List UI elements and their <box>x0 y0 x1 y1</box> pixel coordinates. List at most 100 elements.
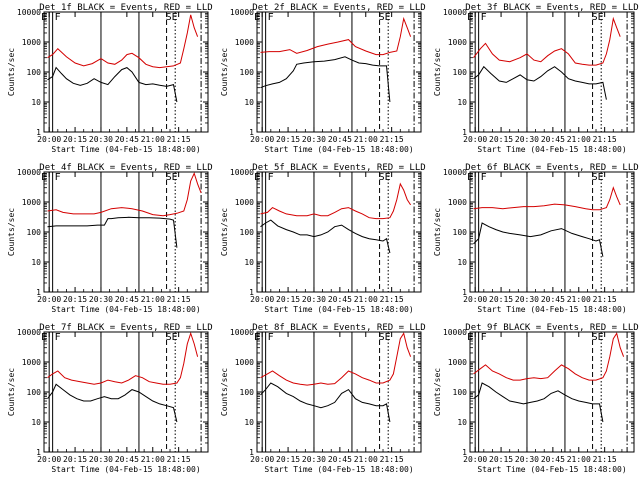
marker-label-f: F <box>55 332 61 343</box>
panel-title: Det 2f BLACK = Events, RED = LLD <box>252 3 425 13</box>
y-tick-label: 100 <box>453 388 468 397</box>
x-tick-label: 20:15 <box>489 135 513 144</box>
y-tick-label: 10 <box>457 418 467 427</box>
x-tick-label: 20:15 <box>489 295 513 304</box>
x-tick-label: 20:45 <box>115 295 139 304</box>
x-tick-label: 20:45 <box>328 135 352 144</box>
x-tick-label: 20:00 <box>463 455 487 464</box>
y-tick-label: 1 <box>36 128 41 137</box>
x-tick-label: 20:30 <box>515 455 539 464</box>
marker-label-f: F <box>268 332 274 343</box>
y-tick-label: 10 <box>244 418 254 427</box>
y-tick-label: 1 <box>249 288 254 297</box>
y-tick-label: 1 <box>249 128 254 137</box>
y-tick-label: 1000 <box>235 38 254 47</box>
events-series-line <box>260 382 391 423</box>
y-tick-label: 100 <box>27 68 42 77</box>
events-series-line <box>47 216 178 248</box>
plot-frame <box>256 11 422 133</box>
y-tick-label: 10 <box>31 418 41 427</box>
y-axis-label: Counts/sec <box>220 48 229 96</box>
panel-title: Det 9f BLACK = Events, RED = LLD <box>465 323 638 333</box>
y-tick-label: 1000 <box>22 198 41 207</box>
y-tick-label: 100 <box>240 388 255 397</box>
y-axis-label: Counts/sec <box>7 48 16 96</box>
y-axis-label: Counts/sec <box>433 48 442 96</box>
marker-label-f: F <box>481 12 487 23</box>
marker-label-f: F <box>481 172 487 183</box>
events-series-line <box>473 382 604 423</box>
marker-label-se: SE <box>592 172 604 183</box>
detector-panel-2: Det 2f BLACK = Events, RED = LLD 1 10 100 10… <box>220 3 426 154</box>
detector-panel-3: Det 3f BLACK = Events, RED = LLD 1 10 100 10… <box>433 3 639 154</box>
y-tick-label: 10 <box>31 98 41 107</box>
x-tick-label: 21:00 <box>567 295 591 304</box>
y-tick-label: 10000 <box>443 168 467 177</box>
marker-label-se: SE <box>592 332 604 343</box>
y-tick-label: 10000 <box>17 8 41 17</box>
plot-frame <box>43 171 209 293</box>
y-tick-label: 100 <box>27 228 42 237</box>
y-tick-label: 1 <box>462 128 467 137</box>
x-axis-label: Start Time (04-Feb-15 18:48:00) <box>51 465 200 474</box>
x-tick-label: 21:15 <box>167 295 191 304</box>
detector-panel-6: Det 6f BLACK = Events, RED = LLD 1 10 100 10… <box>433 163 639 314</box>
panel-title: Det 4f BLACK = Events, RED = LLD <box>39 163 212 173</box>
y-tick-label: 1 <box>249 448 254 457</box>
lld-series-line <box>260 182 412 220</box>
marker-label-se: SE <box>166 12 178 23</box>
x-tick-label: 20:15 <box>276 135 300 144</box>
plot-frame <box>256 171 422 293</box>
y-tick-label: 1 <box>462 448 467 457</box>
x-tick-label: 21:15 <box>380 455 404 464</box>
y-tick-label: 1 <box>36 288 41 297</box>
y-tick-label: 1000 <box>22 358 41 367</box>
x-axis-label: Start Time (04-Feb-15 18:48:00) <box>51 145 200 154</box>
x-axis-label: Start Time (04-Feb-15 18:48:00) <box>264 465 413 474</box>
y-tick-label: 10000 <box>443 8 467 17</box>
y-tick-label: 10000 <box>17 168 41 177</box>
x-tick-label: 21:15 <box>593 455 617 464</box>
y-tick-label: 10000 <box>230 8 254 17</box>
events-series-line <box>260 219 391 254</box>
x-tick-label: 21:15 <box>593 135 617 144</box>
marker-label-se: SE <box>166 332 178 343</box>
panel-title: Det 8f BLACK = Events, RED = LLD <box>252 323 425 333</box>
x-tick-label: 20:45 <box>328 455 352 464</box>
y-axis-label: Counts/sec <box>433 208 442 256</box>
x-axis-label: Start Time (04-Feb-15 18:48:00) <box>264 145 413 154</box>
x-tick-label: 21:15 <box>593 295 617 304</box>
events-series-line <box>473 65 607 100</box>
detector-panel-9: Det 9f BLACK = Events, RED = LLD 1 10 100 10… <box>433 323 639 474</box>
y-tick-label: 1000 <box>448 38 467 47</box>
marker-label-se: SE <box>592 12 604 23</box>
marker-label-se: SE <box>379 172 391 183</box>
x-tick-label: 20:00 <box>250 455 274 464</box>
x-axis-label: Start Time (04-Feb-15 18:48:00) <box>264 305 413 314</box>
panel-title: Det 5f BLACK = Events, RED = LLD <box>252 163 425 173</box>
y-axis-label: Counts/sec <box>220 368 229 416</box>
x-tick-label: 20:30 <box>302 455 326 464</box>
y-tick-label: 10 <box>457 98 467 107</box>
x-tick-label: 20:45 <box>541 135 565 144</box>
detector-panel-4: Det 4f BLACK = Events, RED = LLD 1 10 100 10… <box>7 163 213 314</box>
lld-series-line <box>47 332 199 385</box>
x-tick-label: 21:15 <box>167 135 191 144</box>
y-tick-label: 10 <box>244 258 254 267</box>
marker-label-f: F <box>268 172 274 183</box>
panel-title: Det 7f BLACK = Events, RED = LLD <box>39 323 212 333</box>
x-tick-label: 20:30 <box>89 455 113 464</box>
x-axis-label: Start Time (04-Feb-15 18:48:00) <box>477 305 626 314</box>
panel-title: Det 1f BLACK = Events, RED = LLD <box>39 3 212 13</box>
x-tick-label: 21:15 <box>167 455 191 464</box>
y-tick-label: 1 <box>462 288 467 297</box>
lld-series-line <box>473 332 625 381</box>
lld-series-line <box>473 186 621 211</box>
plot-frame <box>469 11 635 133</box>
y-tick-label: 10 <box>31 258 41 267</box>
y-tick-label: 10 <box>457 258 467 267</box>
y-tick-label: 1 <box>36 448 41 457</box>
y-tick-label: 1000 <box>448 358 467 367</box>
marker-label-f: F <box>55 172 61 183</box>
x-tick-label: 20:45 <box>541 455 565 464</box>
